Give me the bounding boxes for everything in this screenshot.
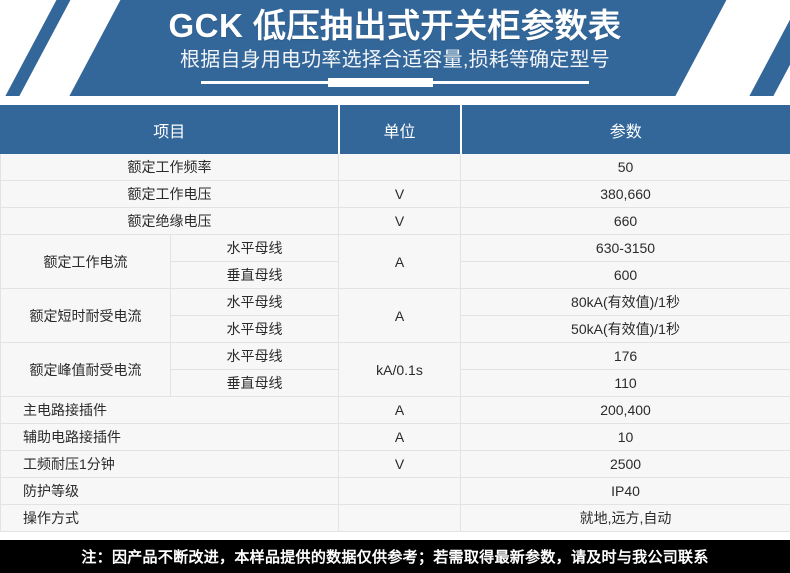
table-header-row: 项目 单位 参数 <box>0 105 790 154</box>
cell-unit: A <box>338 288 462 343</box>
table-row: 额定工作频率 50 <box>0 153 790 181</box>
cell-value: 110 <box>460 369 790 397</box>
cell-unit: V <box>338 180 462 208</box>
cell-value: 600 <box>460 261 790 289</box>
cell-sub-item: 水平母线 <box>169 234 340 262</box>
table-row: 额定工作电流 水平母线 A 630-3150 <box>0 234 790 289</box>
cell-value: 630-3150 <box>460 234 790 262</box>
cell-item: 额定峰值耐受电流 <box>0 342 171 397</box>
table-row: 额定工作电压 V 380,660 <box>0 180 790 208</box>
cell-item: 工频耐压1分钟 <box>0 450 340 478</box>
cell-sub-item: 水平母线 <box>169 315 340 343</box>
table-row: 额定短时耐受电流 水平母线 A 80kA(有效值)/1秒 <box>0 288 790 343</box>
cell-value: 80kA(有效值)/1秒 <box>460 288 790 316</box>
table-row: 防护等级 IP40 <box>0 477 790 505</box>
page-title: GCK 低压抽出式开关柜参数表 <box>168 7 622 44</box>
underline-center-block <box>328 78 433 87</box>
cell-item: 操作方式 <box>0 504 340 532</box>
cell-unit: V <box>338 207 462 235</box>
table-row: 额定峰值耐受电流 水平母线 kA/0.1s 176 <box>0 342 790 397</box>
cell-unit <box>338 477 462 505</box>
cell-unit: A <box>338 396 462 424</box>
table-row: 操作方式 就地,远方,自动 <box>0 504 790 532</box>
table-row: 主电路接插件 A 200,400 <box>0 396 790 424</box>
table-row: 辅助电路接插件 A 10 <box>0 423 790 451</box>
cell-sub-item: 垂直母线 <box>169 261 340 289</box>
table-row: 垂直母线 600 <box>1 261 790 289</box>
table-body: 额定工作频率 50 额定工作电压 V 380,660 额定绝缘电压 V 660 额定工作电流 水平… <box>0 153 790 532</box>
cell-value: IP40 <box>460 477 790 505</box>
table-row: 工频耐压1分钟 V 2500 <box>0 450 790 478</box>
cell-unit <box>338 504 462 532</box>
cell-item: 额定短时耐受电流 <box>0 288 171 343</box>
page-subtitle: 根据自身用电功率选择合适容量,损耗等确定型号 <box>180 49 610 71</box>
cell-item: 额定绝缘电压 <box>0 207 340 235</box>
banner-table-gap <box>0 96 790 105</box>
table-row: 水平母线 50kA(有效值)/1秒 <box>1 315 790 343</box>
cell-unit: A <box>338 423 462 451</box>
cell-sub-item: 水平母线 <box>169 288 340 316</box>
cell-value: 380,660 <box>460 180 790 208</box>
footer-note: 注：因产品不断改进，本样品提供的数据仅供参考；若需取得最新参数，请及时与我公司联… <box>0 540 790 573</box>
cell-item: 额定工作电流 <box>0 234 171 289</box>
cell-item: 额定工作频率 <box>0 153 340 181</box>
cell-value: 2500 <box>460 450 790 478</box>
cell-value: 50kA(有效值)/1秒 <box>460 315 790 343</box>
column-header-parameter: 参数 <box>460 105 790 154</box>
cell-item: 辅助电路接插件 <box>0 423 340 451</box>
cell-item: 额定工作电压 <box>0 180 340 208</box>
column-header-item: 项目 <box>0 105 340 154</box>
cell-item: 防护等级 <box>0 477 340 505</box>
cell-value: 660 <box>460 207 790 235</box>
cell-value: 就地,远方,自动 <box>460 504 790 532</box>
cell-item: 主电路接插件 <box>0 396 340 424</box>
cell-sub-item: 垂直母线 <box>169 369 340 397</box>
table-row: 额定绝缘电压 V 660 <box>0 207 790 235</box>
title-underline-decoration <box>201 78 589 87</box>
table-row: 垂直母线 110 <box>1 369 790 397</box>
cell-value: 200,400 <box>460 396 790 424</box>
cell-unit: A <box>338 234 462 289</box>
cell-unit: kA/0.1s <box>338 342 462 397</box>
cell-value: 176 <box>460 342 790 370</box>
cell-sub-item: 水平母线 <box>169 342 340 370</box>
page-banner: GCK 低压抽出式开关柜参数表 根据自身用电功率选择合适容量,损耗等确定型号 <box>0 0 790 96</box>
cell-unit: V <box>338 450 462 478</box>
specification-table: 项目 单位 参数 额定工作频率 50 额定工作电压 V 380,660 额定绝缘电压 V 66… <box>0 105 790 532</box>
cell-value: 50 <box>460 153 790 181</box>
column-header-unit: 单位 <box>338 105 462 154</box>
cell-value: 10 <box>460 423 790 451</box>
cell-unit <box>338 153 462 181</box>
